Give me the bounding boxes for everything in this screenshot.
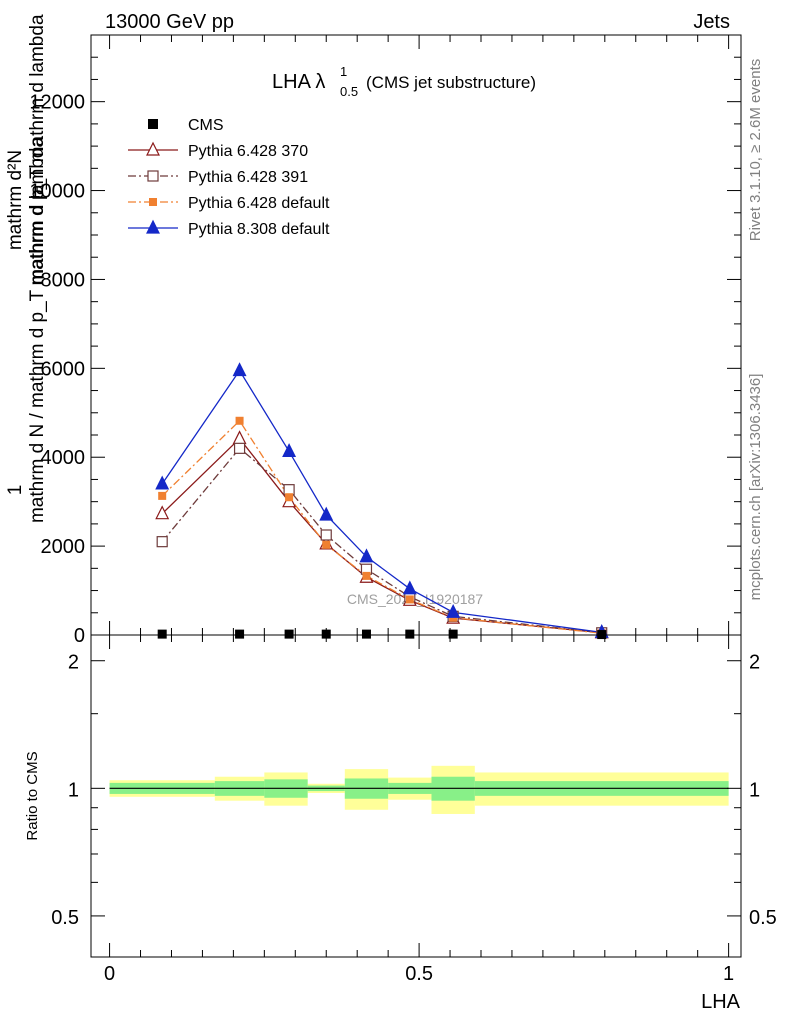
series-point xyxy=(235,416,244,425)
x-tick-label: 0.5 xyxy=(405,963,433,985)
chart-title: LHA λ xyxy=(272,71,325,93)
cms-data-point xyxy=(361,629,371,639)
ratio-tick-label: 1 xyxy=(68,779,79,801)
series-point xyxy=(402,580,417,595)
cms-data-markers xyxy=(157,629,607,640)
series-point xyxy=(285,493,294,502)
header-jets-label: Jets xyxy=(693,11,730,33)
cms-data-point xyxy=(405,629,415,639)
legend: CMS Pythia 6.428 370 Pythia 6.428 391 Pythi… xyxy=(128,117,330,238)
rivet-label: Rivet 3.1.10, ≥ 2.6M events xyxy=(747,59,764,242)
legend-marker xyxy=(146,219,160,234)
x-tick-label: 1 xyxy=(723,963,734,985)
series-point xyxy=(359,548,374,563)
x-axis-label: LHA xyxy=(701,991,741,1013)
x-tick-label: 0 xyxy=(104,963,115,985)
chart-title-suffix: (CMS jet substructure) xyxy=(366,73,536,92)
legend-marker xyxy=(146,141,160,156)
y-tick-label: 0 xyxy=(74,625,85,647)
legend-entry-label: CMS xyxy=(188,117,224,134)
y-tick-label: 4000 xyxy=(41,447,86,469)
series-point xyxy=(155,475,170,490)
y-tick-label: 2000 xyxy=(41,536,86,558)
series-line xyxy=(161,447,602,634)
ratio-tick-label-right: 2 xyxy=(749,652,760,674)
ratio-ticks xyxy=(91,635,741,957)
legend-entry-label: Pythia 6.428 370 xyxy=(188,143,308,160)
series-point xyxy=(283,484,295,496)
ratio-panel: 0.5 0.51 12 2 0 0.5 1 xyxy=(51,634,777,985)
y-label-top: mathrm d²N xyxy=(5,150,26,250)
legend-entry-label: Pythia 8.308 default xyxy=(188,221,330,238)
series-point xyxy=(233,442,246,454)
ratio-tick-label: 0.5 xyxy=(51,907,79,929)
ratio-frame xyxy=(90,634,742,958)
ratio-tick-label: 2 xyxy=(68,652,79,674)
series-point xyxy=(319,506,334,521)
series-point xyxy=(155,505,170,520)
y-tick-label: 6000 xyxy=(41,358,86,380)
y-tick-label: 12000 xyxy=(29,92,85,114)
series-point xyxy=(282,443,297,458)
series-point xyxy=(158,491,167,500)
series-point xyxy=(232,430,247,445)
series-point xyxy=(232,362,247,377)
series-point xyxy=(322,540,331,549)
ratio-bands xyxy=(109,765,729,814)
main-ticks xyxy=(91,34,741,636)
legend-marker xyxy=(147,170,159,182)
chart-title-superscript: 1 xyxy=(340,64,347,79)
y-tick-label: 10000 xyxy=(29,181,85,203)
legend-entry-label: Pythia 6.428 default xyxy=(188,195,330,212)
x-tick-labels: 0 0.5 1 xyxy=(104,963,734,985)
header-energy-label: 13000 GeV pp xyxy=(105,11,234,33)
chart-title-subscript: 0.5 xyxy=(340,84,358,99)
ratio-tick-label-right: 1 xyxy=(749,779,760,801)
series-lines xyxy=(161,369,602,634)
y-tick-label: 8000 xyxy=(41,269,86,291)
legend-marker xyxy=(148,119,158,129)
legend-entry-label: Pythia 6.428 391 xyxy=(188,169,308,186)
cms-data-point xyxy=(284,629,294,639)
cms-data-point xyxy=(448,629,458,639)
series-point xyxy=(320,529,332,541)
y-label-denominator: mathrm d N / mathrm d p_T mathrm d lambd… xyxy=(27,137,48,524)
series-point xyxy=(362,571,371,580)
series-point xyxy=(446,603,461,618)
y-label-numerator: 1 xyxy=(5,485,26,496)
series-line xyxy=(161,419,602,634)
series-point xyxy=(156,536,168,548)
main-y-axis-label: mathrm d N / mathrm d p_T mathrm d lambd… xyxy=(5,14,48,523)
ratio-tick-label-right: 0.5 xyxy=(749,907,777,929)
cms-data-point xyxy=(157,629,167,639)
ratio-y-axis-label: Ratio to CMS xyxy=(24,751,41,840)
cms-data-point xyxy=(235,629,245,639)
series-point xyxy=(405,595,414,604)
series-line xyxy=(161,369,602,633)
main-y-tick-labels: 0 2000 4000 6000 8000 10000 12000 xyxy=(29,92,85,647)
ratio-y-tick-labels: 0.5 0.5 1 1 2 2 xyxy=(51,652,777,929)
legend-marker xyxy=(149,198,157,206)
y-label-bottom: mathrm d p_T mathrm d lambda xyxy=(27,14,48,285)
mcplots-label: mcplots.cern.ch [arXiv:1306.3436] xyxy=(747,374,764,601)
cms-data-point xyxy=(321,629,331,639)
